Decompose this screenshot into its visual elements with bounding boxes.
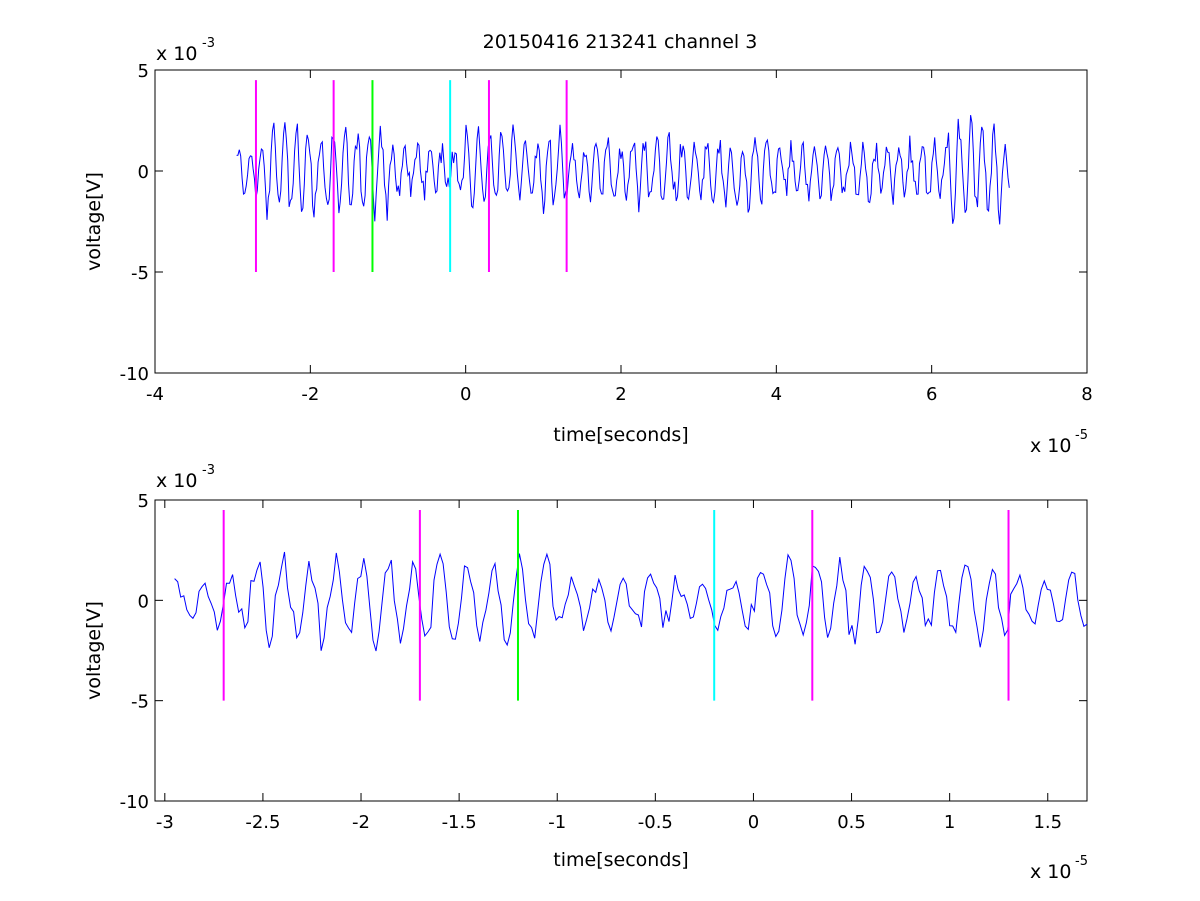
x-tick-label: 0.5 [837,812,866,833]
axes-frame [154,69,1088,374]
x-tick-label: -4 [146,384,164,405]
y-tick-label: 5 [138,61,149,82]
y-tick-label: 0 [138,591,149,612]
signal-line [174,551,1088,652]
x-tick-label: 0 [460,384,471,405]
top-axes: -4 -2 0 2 4 6 8 -10 -5 0 5 time[seconds] voltage[V] x… [83,36,1093,457]
x-tick-label: -1 [548,812,566,833]
y-multiplier-label: x 10 [156,43,197,65]
x-tick-label: -3 [156,812,174,833]
y-tick-label: -5 [131,263,149,284]
y-axis-label: voltage[V] [83,601,105,700]
x-multiplier-exponent: -5 [1075,428,1088,443]
x-tick-label: -0.5 [638,812,673,833]
signal-line [236,115,1010,225]
x-tick-label: 4 [771,384,782,405]
x-tick-label: 8 [1081,384,1092,405]
y-multiplier-label: x 10 [156,470,197,492]
y-axis-label: voltage[V] [83,172,105,271]
x-multiplier-label: x 10 [1030,861,1071,883]
y-tick-label: -5 [131,692,149,713]
y-multiplier-exponent: -3 [202,36,215,51]
bottom-axes: -3 -2.5 -2 -1.5 -1 -0.5 0 0.5 1 1.5 -10 -5 0 5 time[se… [83,463,1088,883]
x-multiplier-label: x 10 [1030,435,1071,457]
x-tick-label: -2 [352,812,370,833]
x-tick-label: 6 [926,384,937,405]
y-multiplier-exponent: -3 [202,463,215,478]
x-tick-label: 1 [944,812,955,833]
x-tick-label: -2 [301,384,319,405]
x-tick-label: -1.5 [442,812,477,833]
x-tick-label: 1.5 [1033,812,1062,833]
x-multiplier-exponent: -5 [1075,854,1088,869]
x-tick-label: 2 [615,384,626,405]
figure-title: 20150416 213241 channel 3 [483,31,758,53]
y-tick-label: 0 [138,162,149,183]
axes-frame [154,499,1088,802]
y-tick-label: -10 [120,792,149,813]
y-tick-label: 5 [138,491,149,512]
x-axis-label: time[seconds] [553,424,688,446]
x-tick-label: 0 [748,812,759,833]
y-tick-label: -10 [120,364,149,385]
x-axis-label: time[seconds] [553,849,688,871]
x-tick-label: -2.5 [245,812,280,833]
